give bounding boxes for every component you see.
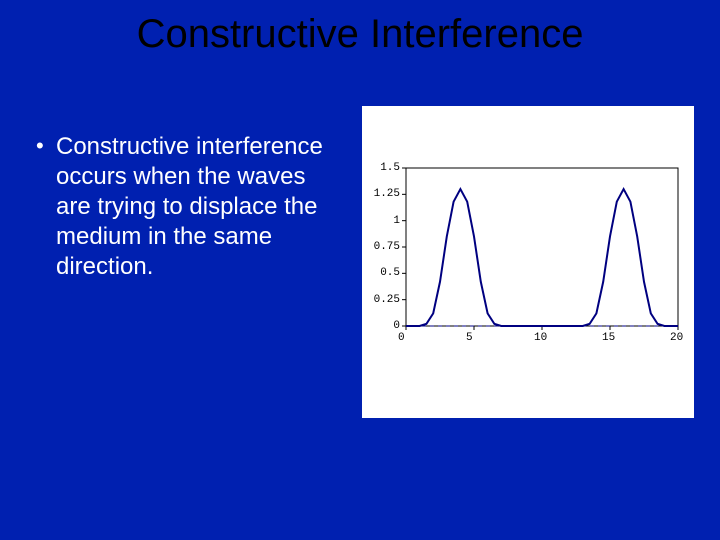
wave-chart	[394, 162, 684, 342]
chart-panel: 0 0.25 0.5 0.75 1 1.25 1.5 0 5 10 15 20	[362, 106, 694, 418]
bullet-block: • Constructive interference occurs when …	[36, 132, 346, 282]
y-tick-label: 1.5	[380, 162, 400, 174]
y-tick-label: 0.75	[374, 241, 400, 253]
slide-title: Constructive Interference	[0, 12, 720, 57]
x-tick-label: 10	[534, 332, 547, 344]
y-tick-label: 1	[393, 215, 400, 227]
x-tick-label: 0	[398, 332, 405, 344]
y-tick-label: 1.25	[374, 188, 400, 200]
bullet-dot: •	[36, 132, 56, 282]
y-tick-label: 0.25	[374, 294, 400, 306]
x-tick-label: 15	[602, 332, 615, 344]
x-tick-label: 20	[670, 332, 683, 344]
y-tick-label: 0.5	[380, 267, 400, 279]
x-tick-label: 5	[466, 332, 473, 344]
y-tick-label: 0	[393, 320, 400, 332]
bullet-text: Constructive interference occurs when th…	[56, 132, 346, 282]
bullet-item: • Constructive interference occurs when …	[36, 132, 346, 282]
